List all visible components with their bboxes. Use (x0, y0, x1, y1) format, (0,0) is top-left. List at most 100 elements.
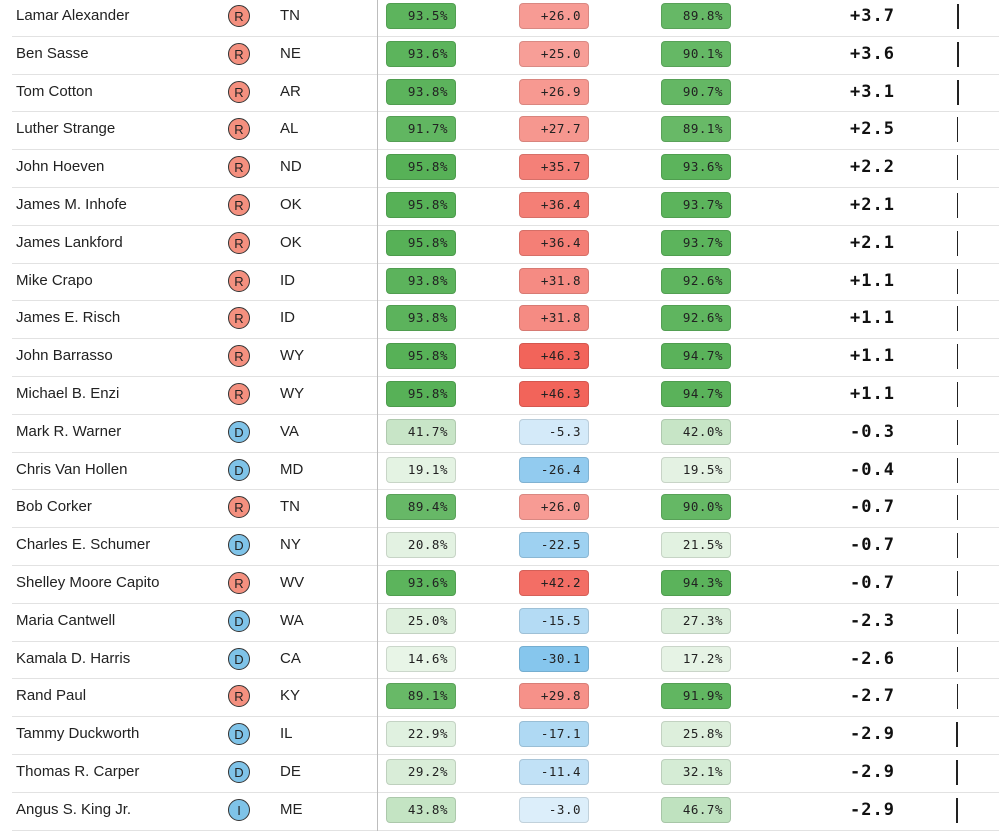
party-badge: R (228, 572, 250, 594)
trump-score-cell: 93.6% (386, 40, 456, 67)
trump-plus-minus: +3.1 (850, 81, 895, 102)
state-code: DE (280, 763, 301, 780)
senator-name[interactable]: James E. Risch (16, 309, 121, 327)
column-divider (377, 566, 378, 604)
state-code: ID (280, 271, 295, 289)
senator-name[interactable]: Charles E. Schumer (16, 536, 151, 554)
trump-plus-minus: -0.4 (850, 459, 895, 480)
state-code: WY (280, 385, 305, 402)
party-badge: R (228, 496, 250, 519)
senator-name[interactable]: Lamar Alexander (16, 7, 130, 24)
table-row[interactable]: Michael B. Enzi R WY 95.8% +46.3 94.7% +1.1 (12, 377, 999, 415)
trump-plus-minus: -2.9 (850, 724, 895, 745)
trump-score-cell: 93.5% (386, 3, 456, 29)
table-row[interactable]: Tammy Duckworth D IL 22.9% -17.1 25.8% -2.9 (12, 717, 999, 755)
predicted-score-cell: 32.1% (661, 759, 731, 785)
state-code: WY (280, 347, 305, 365)
column-divider (377, 263, 378, 302)
plus-minus-bar (957, 79, 959, 105)
table-row[interactable]: Chris Van Hollen D MD 19.1% -26.4 19.5% -0.4 (12, 452, 999, 491)
state-code: NY (280, 536, 301, 554)
senator-name[interactable]: Angus S. King Jr. (16, 800, 132, 818)
table-row[interactable]: John Hoeven R ND 95.8% +35.7 93.6% +2.2 (12, 150, 999, 188)
senator-name[interactable]: Mike Crapo (16, 271, 93, 289)
trump-plus-minus: +1.1 (850, 270, 895, 291)
senator-name[interactable]: Bob Corker (16, 498, 92, 516)
senator-name[interactable]: Maria Cantwell (16, 611, 116, 629)
table-row[interactable]: Rand Paul R KY 89.1% +29.8 91.9% -2.7 (12, 679, 999, 718)
senator-name[interactable]: Ben Sasse (16, 44, 89, 62)
predicted-score-cell: 42.0% (661, 418, 731, 445)
state-code: MD (280, 460, 304, 478)
trump-score-cell: 14.6% (386, 645, 456, 672)
table-row[interactable]: Angus S. King Jr. I ME 43.8% -3.0 46.7% -2.9 (12, 792, 999, 831)
predicted-score-cell: 90.7% (661, 78, 731, 105)
column-divider (377, 528, 378, 566)
senator-name[interactable]: Shelley Moore Capito (16, 574, 160, 591)
trump-score-cell: 95.8% (386, 229, 456, 256)
senator-name[interactable]: John Barrasso (16, 347, 113, 365)
table-row[interactable]: James M. Inhofe R OK 95.8% +36.4 93.7% +2.1 (12, 188, 999, 226)
state-code: ND (280, 158, 302, 176)
table-row[interactable]: Kamala D. Harris D CA 14.6% -30.1 17.2% -2.6 (12, 641, 999, 680)
trump-plus-minus: +1.1 (850, 346, 895, 367)
trump-margin-cell: +25.0 (519, 40, 589, 67)
table-row[interactable]: Mike Crapo R ID 93.8% +31.8 92.6% +1.1 (12, 263, 999, 302)
trump-score-cell: 95.8% (386, 154, 456, 181)
table-row[interactable]: Shelley Moore Capito R WV 93.6% +42.2 94.3% -0… (12, 566, 999, 604)
trump-plus-minus: -2.9 (850, 762, 895, 782)
senator-name[interactable]: James M. Inhofe (16, 196, 127, 213)
plus-minus-bar (956, 760, 958, 785)
predicted-score-cell: 94.7% (661, 381, 731, 407)
trump-plus-minus: +2.2 (850, 157, 895, 178)
trump-score-cell: 91.7% (386, 116, 456, 143)
senator-name[interactable]: Luther Strange (16, 120, 116, 138)
column-divider (377, 452, 378, 491)
column-divider (377, 377, 378, 415)
table-row[interactable]: Bob Corker R TN 89.4% +26.0 90.0% -0.7 (12, 490, 999, 529)
plus-minus-bar (957, 344, 958, 370)
trump-margin-cell: -11.4 (519, 759, 589, 785)
trump-score-cell: 41.7% (386, 418, 456, 445)
predicted-score-cell: 90.1% (661, 40, 731, 67)
table-row[interactable]: Thomas R. Carper D DE 29.2% -11.4 32.1% -2.9 (12, 755, 999, 793)
state-code: VA (280, 422, 299, 440)
trump-margin-cell: +29.8 (519, 683, 589, 710)
table-row[interactable]: James E. Risch R ID 93.8% +31.8 92.6% +1.1 (12, 301, 999, 340)
senator-name[interactable]: Thomas R. Carper (16, 763, 140, 780)
trump-margin-cell: +31.8 (519, 305, 589, 332)
column-divider (377, 414, 378, 453)
senator-name[interactable]: Rand Paul (16, 687, 87, 705)
table-row[interactable]: Maria Cantwell D WA 25.0% -15.5 27.3% -2.3 (12, 603, 999, 642)
predicted-score-cell: 93.7% (661, 229, 731, 256)
state-code: ID (280, 309, 295, 327)
trump-plus-minus: -2.7 (850, 686, 895, 707)
column-divider (377, 74, 378, 113)
senator-name[interactable]: James Lankford (16, 233, 123, 251)
state-code: OK (280, 196, 302, 213)
senator-name[interactable]: Chris Van Hollen (16, 460, 128, 478)
trump-score-cell: 89.1% (386, 683, 456, 710)
table-row[interactable]: James Lankford R OK 95.8% +36.4 93.7% +2.1 (12, 225, 999, 264)
senator-name[interactable]: Tammy Duckworth (16, 725, 140, 743)
table-row[interactable]: Charles E. Schumer D NY 20.8% -22.5 21.5% -0.7 (12, 528, 999, 566)
senator-name[interactable]: Tom Cotton (16, 82, 93, 100)
trump-plus-minus: -0.7 (850, 535, 895, 556)
column-divider (377, 792, 378, 831)
table-row[interactable]: John Barrasso R WY 95.8% +46.3 94.7% +1.1 (12, 339, 999, 377)
table-row[interactable]: Tom Cotton R AR 93.8% +26.9 90.7% +3.1 (12, 74, 999, 113)
table-row[interactable]: Luther Strange R AL 91.7% +27.7 89.1% +2.5 (12, 112, 999, 151)
senator-name[interactable]: Mark R. Warner (16, 422, 122, 440)
senator-name[interactable]: Michael B. Enzi (16, 385, 120, 402)
trump-score-cell: 93.8% (386, 78, 456, 105)
trump-score-cell: 93.8% (386, 267, 456, 294)
senator-name[interactable]: Kamala D. Harris (16, 649, 131, 667)
plus-minus-bar (957, 608, 958, 634)
plus-minus-bar (957, 117, 958, 143)
party-badge: D (228, 609, 250, 632)
table-row[interactable]: Mark R. Warner D VA 41.7% -5.3 42.0% -0.3 (12, 414, 999, 453)
table-row[interactable]: Lamar Alexander R TN 93.5% +26.0 89.8% +3.7 (12, 0, 999, 37)
senator-name[interactable]: John Hoeven (16, 158, 105, 176)
trump-margin-cell: +35.7 (519, 154, 589, 181)
table-row[interactable]: Ben Sasse R NE 93.6% +25.0 90.1% +3.6 (12, 36, 999, 75)
